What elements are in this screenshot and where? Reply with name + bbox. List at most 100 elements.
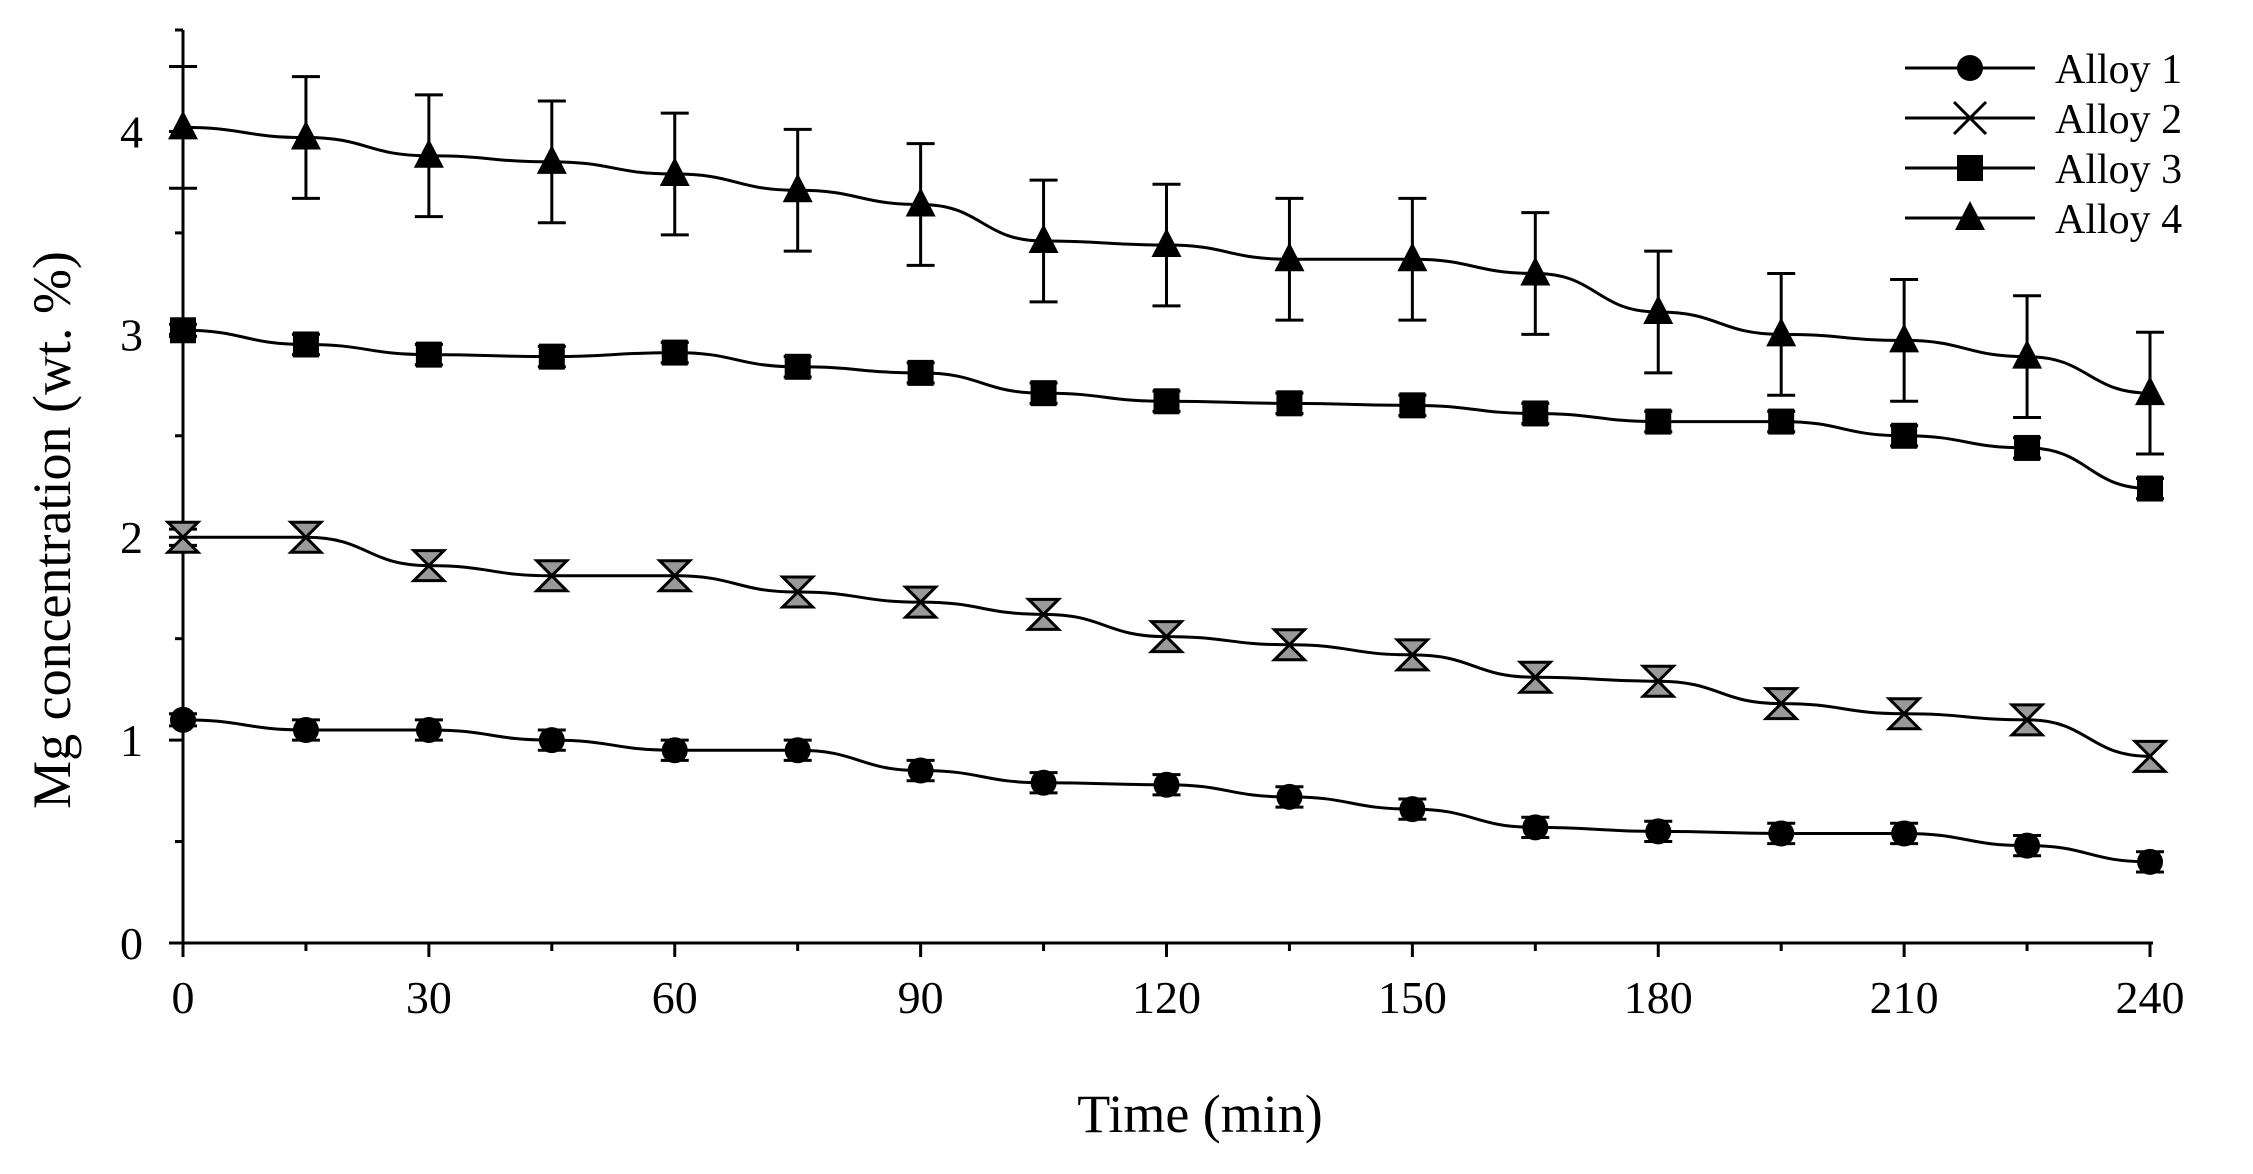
- data-point: [1276, 783, 1303, 810]
- legend-label: Alloy 2: [2055, 97, 2182, 143]
- data-point: [1768, 408, 1795, 435]
- data-point: [1522, 400, 1549, 427]
- x-tick-label: 0: [172, 972, 195, 1023]
- data-point: [1766, 317, 1797, 347]
- x-tick-label: 150: [1378, 972, 1447, 1023]
- data-point: [413, 138, 444, 168]
- data-point: [1891, 422, 1918, 449]
- legend-item: Alloy 1: [1905, 47, 2182, 93]
- y-tick-label: 2: [120, 512, 143, 563]
- data-point: [902, 585, 940, 619]
- data-point: [782, 173, 813, 203]
- data-point: [661, 737, 688, 764]
- y-tick-label: 1: [120, 715, 143, 766]
- data-point: [1768, 820, 1795, 847]
- x-tick-label: 210: [1870, 972, 1939, 1023]
- data-point: [1274, 242, 1305, 272]
- y-tick-label: 4: [120, 106, 143, 157]
- x-tick-label: 90: [898, 972, 944, 1023]
- legend-marker: [1952, 100, 1988, 136]
- data-point: [905, 187, 936, 217]
- data-point: [1520, 256, 1551, 286]
- data-point: [1522, 814, 1549, 841]
- data-point: [1399, 796, 1426, 823]
- data-point: [1639, 664, 1677, 698]
- data-point: [1885, 697, 1923, 731]
- y-tick-label: 3: [120, 309, 143, 360]
- data-point: [1643, 295, 1674, 325]
- data-point: [1393, 638, 1431, 672]
- data-point: [907, 359, 934, 386]
- data-point: [168, 110, 198, 140]
- data-point: [2137, 475, 2163, 502]
- series-alloy-3: [169, 317, 2164, 502]
- data-point: [415, 716, 442, 743]
- legend-item: Alloy 4: [1905, 197, 2182, 243]
- data-point: [661, 339, 688, 366]
- data-point: [538, 343, 565, 370]
- x-tick-label: 60: [652, 972, 698, 1023]
- data-point: [292, 716, 319, 743]
- data-point: [170, 706, 196, 733]
- x-tick-label: 240: [2116, 972, 2185, 1023]
- data-point: [1151, 228, 1182, 258]
- data-point: [784, 737, 811, 764]
- data-point: [1645, 408, 1672, 435]
- legend-label: Alloy 4: [2055, 197, 2182, 243]
- data-point: [1889, 323, 1920, 353]
- data-point: [1397, 242, 1428, 272]
- data-point: [2012, 339, 2043, 369]
- legend-marker: [1957, 155, 1983, 181]
- x-axis-title: Time (min): [1077, 1084, 1323, 1144]
- legend-label: Alloy 1: [2055, 47, 2182, 93]
- data-point: [2137, 848, 2163, 875]
- data-point: [292, 331, 319, 358]
- series-layer: [164, 65, 2169, 875]
- data-point: [779, 575, 817, 609]
- legend-marker: [1957, 55, 1983, 81]
- data-point: [1270, 628, 1309, 662]
- data-point: [1153, 388, 1180, 415]
- legend-item: Alloy 2: [1905, 97, 2182, 143]
- series-alloy-4: [168, 65, 2165, 456]
- data-point: [2131, 739, 2169, 773]
- legend-label: Alloy 3: [2055, 147, 2182, 193]
- data-point: [1399, 392, 1426, 419]
- data-point: [536, 144, 567, 174]
- data-point: [784, 353, 811, 380]
- data-point: [2135, 376, 2165, 406]
- series-alloy-1: [169, 706, 2164, 875]
- data-point: [170, 317, 196, 344]
- data-point: [1276, 390, 1303, 417]
- data-point: [164, 520, 202, 554]
- x-tick-label: 180: [1624, 972, 1693, 1023]
- data-point: [656, 559, 694, 593]
- data-point: [1030, 380, 1057, 407]
- axes: 0 30 60 90 120 150 180 210 240 0 1 2 3 4: [120, 28, 2185, 1023]
- x-tick-label: 30: [406, 972, 452, 1023]
- data-point: [2014, 832, 2041, 859]
- data-point: [1030, 769, 1057, 796]
- data-point: [290, 120, 321, 150]
- data-point: [533, 559, 571, 593]
- data-point: [287, 520, 325, 554]
- data-point: [907, 757, 934, 784]
- data-point: [1024, 597, 1063, 631]
- data-point: [1147, 620, 1186, 654]
- data-point: [415, 341, 442, 368]
- data-point: [659, 157, 690, 187]
- data-point: [538, 727, 565, 754]
- data-point: [2008, 703, 2046, 737]
- y-axis-title: Mg concentration (wt. %): [22, 251, 82, 809]
- legend-item: Alloy 3: [1905, 147, 2182, 193]
- data-point: [1891, 820, 1918, 847]
- data-point: [1645, 818, 1672, 845]
- data-point: [1028, 224, 1059, 254]
- legend-marker: [1955, 201, 1985, 230]
- data-point: [1153, 771, 1180, 798]
- series-alloy-2: [164, 520, 2169, 773]
- data-point: [410, 549, 448, 583]
- x-tick-label: 120: [1132, 972, 1201, 1023]
